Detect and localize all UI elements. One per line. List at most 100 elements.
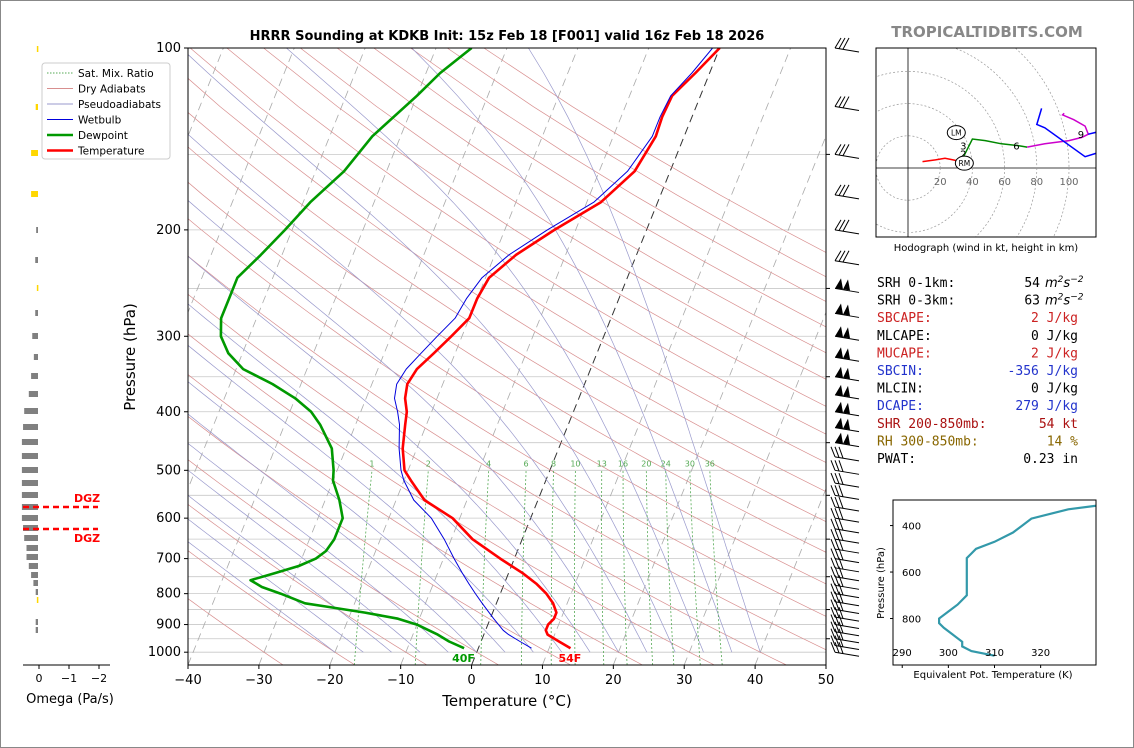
mixing-ratio-line (353, 470, 373, 665)
barb-feather (834, 635, 840, 647)
barb-feather (838, 472, 844, 485)
legend-label: Wetbulb (78, 115, 122, 127)
barb-feather (838, 642, 844, 654)
omega-bar (36, 227, 38, 233)
barb-staff (834, 576, 860, 582)
hodograph-caption: Hodograph (wind in kt, height in km) (894, 243, 1079, 254)
skewt-x-tick-label: −40 (174, 673, 201, 688)
pseudoadiabat (188, 381, 506, 653)
barb-staff (834, 651, 860, 657)
mixing-ratio-line (665, 470, 675, 665)
profile-dewpoint (219, 48, 473, 650)
barb-flag (835, 384, 843, 396)
wind-barb (834, 96, 860, 112)
barb-feather (834, 591, 840, 603)
barb-feather (834, 446, 840, 458)
omega-bar (35, 589, 38, 595)
barb-feather (834, 184, 842, 196)
barb-staff (834, 106, 860, 112)
skewt-x-tick-label: 20 (605, 673, 622, 688)
index-unit: m2s−2 (1045, 275, 1084, 291)
profile-wetbulb (394, 48, 713, 649)
barb-feather (838, 37, 846, 49)
wind-barb (830, 614, 860, 630)
barb-flag (843, 367, 850, 379)
wind-barb (830, 485, 860, 500)
site-brand[interactable]: TROPICALTIDBITS.COM (891, 23, 1083, 41)
barb-staff (834, 260, 860, 266)
barb-feather (830, 446, 836, 458)
barb-feather (830, 621, 836, 632)
barb-feather (834, 219, 842, 231)
omega-bar (23, 424, 38, 430)
barb-feather (834, 528, 840, 540)
barb-feather (838, 485, 844, 497)
index-value: 0 J/kg (1031, 382, 1078, 397)
barb-flag (835, 326, 843, 338)
barb-flag (843, 304, 850, 316)
skewt-x-tick-label: −10 (387, 673, 414, 688)
omega-bar (35, 257, 38, 263)
barb-flag (835, 432, 843, 444)
barb-feather (830, 496, 836, 508)
theta-e-x-label: Equivalent Pot. Temperature (K) (913, 670, 1072, 681)
barb-feather (834, 628, 840, 640)
omega-tick-label: 0 (36, 672, 43, 685)
barb-flag (843, 279, 850, 291)
index-label: SRH 0-1km: (877, 276, 955, 291)
barb-feather (834, 621, 840, 633)
pseudoadiabat (188, 199, 619, 653)
barb-feather (842, 250, 850, 263)
wind-barb (834, 144, 860, 159)
theta-e-y-tick-label: 600 (902, 568, 921, 579)
barb-feather (830, 628, 836, 639)
barb-feather (834, 518, 840, 530)
omega-bar (33, 354, 38, 360)
dry-adiabat (226, 48, 826, 435)
barb-flag (843, 348, 850, 360)
skewt-x-tick-label: 50 (818, 673, 835, 688)
dry-adiabat (188, 598, 284, 665)
index-label: MLCIN: (877, 382, 924, 397)
dry-adiabat (373, 48, 826, 328)
mixing-ratio-line (480, 470, 490, 665)
barb-feather (842, 96, 850, 108)
legend-label: Sat. Mix. Ratio (78, 68, 154, 80)
index-label: PWAT: (877, 452, 916, 467)
skewt-ticks: −40 −30 −20 −10 0 10 20 30 40 50 100 200 300 400 500 60… (148, 41, 834, 688)
hodo-right-mover-label: RM (959, 159, 971, 168)
mixing-ratio-line (689, 470, 701, 665)
skewt-x-tick-label: 40 (747, 673, 764, 688)
barb-staff (834, 47, 860, 53)
hodo-left-mover-label: LM (951, 129, 962, 138)
barb-feather (830, 538, 836, 550)
hodo-ring-label: 40 (966, 177, 979, 188)
hodo-right-mover-marker (954, 155, 974, 171)
wind-barb (830, 606, 860, 622)
legend-label: Dry Adiabats (78, 84, 146, 96)
barb-feather (838, 583, 844, 596)
barb-staff (834, 601, 860, 607)
wind-barb (830, 642, 860, 657)
omega-bar (31, 572, 38, 578)
omega-bar (21, 504, 38, 510)
wind-barb (830, 583, 860, 599)
index-value: 54 kt (1039, 417, 1078, 432)
wind-barb (834, 401, 860, 417)
barb-flag (835, 417, 843, 429)
omega-bar (35, 627, 38, 633)
hodo-segment (1035, 108, 1096, 158)
barb-staff (834, 194, 860, 200)
barb-staff (834, 442, 860, 448)
isotherm (188, 48, 437, 665)
barb-feather (838, 548, 844, 560)
wind-barb (834, 326, 860, 341)
barb-feather (830, 606, 836, 618)
wind-barb (830, 496, 860, 512)
pseudoadiabat (286, 48, 704, 653)
barb-feather (834, 642, 840, 653)
barb-staff (834, 494, 860, 500)
mixing-ratio-label: 8 (551, 459, 556, 468)
pseudoadiabat (188, 255, 591, 653)
omega-bar (33, 580, 38, 586)
